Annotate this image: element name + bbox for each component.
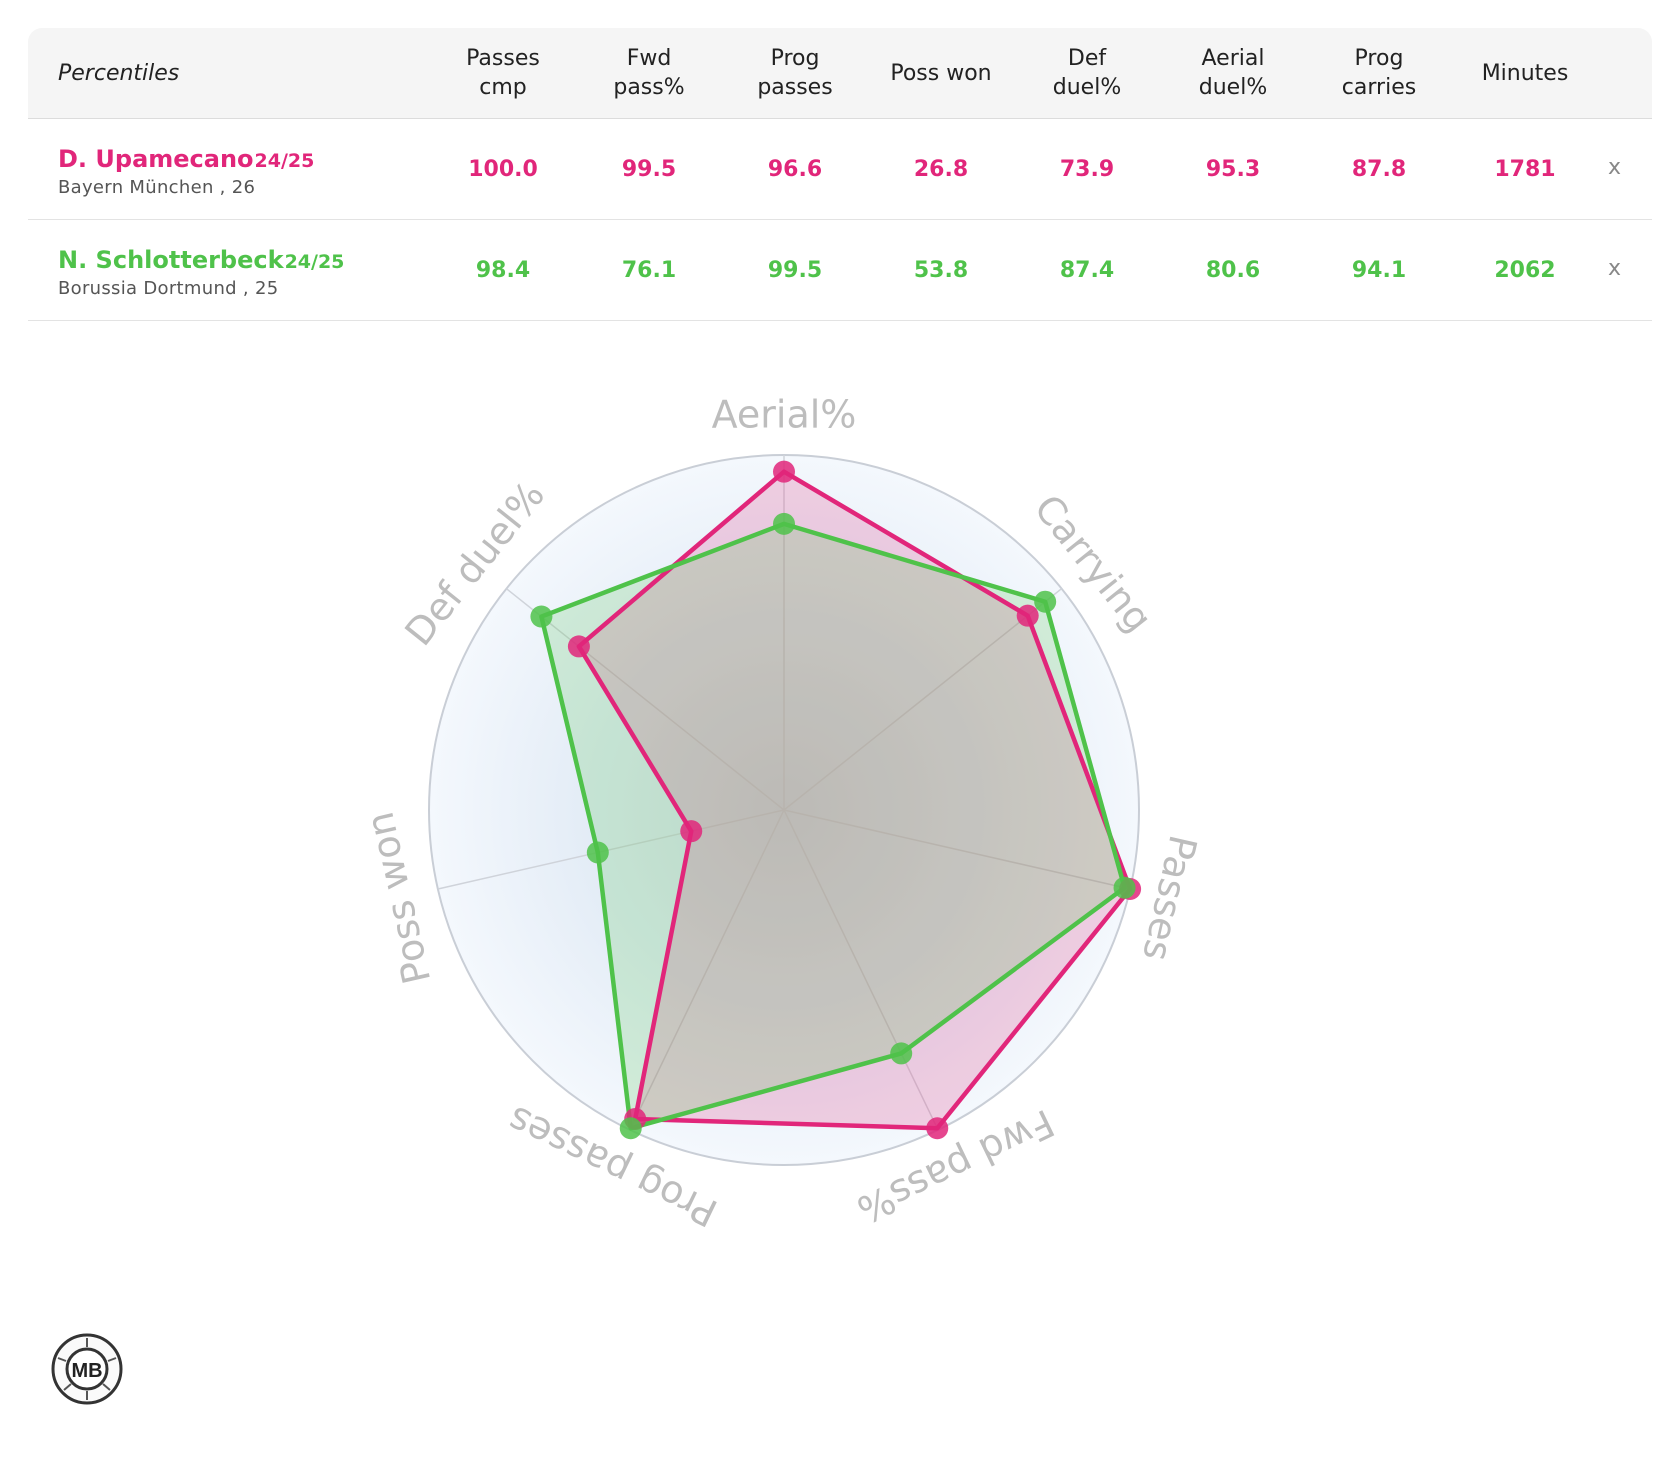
radar-spoke <box>629 809 785 1131</box>
player-club: Borussia Dortmund , 25 <box>58 278 279 299</box>
player-club: Bayern München , 26 <box>58 177 256 198</box>
header-passes-cmp[interactable]: Passes cmp <box>466 46 540 100</box>
value-prog-carries: 94.1 <box>1351 257 1407 283</box>
header-poss-won[interactable]: Poss won <box>890 60 992 86</box>
player-row-schlotterbeck: N. Schlotterbeck24/25 Borussia Dortmund … <box>28 220 1652 321</box>
value-fwd-pass: 99.5 <box>621 156 677 182</box>
value-fwd-pass: 76.1 <box>621 257 677 283</box>
header-percentiles: Percentiles <box>58 60 180 86</box>
radar-point[interactable] <box>926 1117 949 1140</box>
value-aerial-duel: 80.6 <box>1205 257 1261 283</box>
radar-spoke <box>437 809 785 890</box>
value-passes-cmp: 100.0 <box>468 156 538 182</box>
radar-point[interactable] <box>1113 876 1136 899</box>
radar-point[interactable] <box>890 1042 913 1065</box>
radar-point[interactable] <box>619 1117 642 1140</box>
player-season: 24/25 <box>284 251 345 273</box>
header-fwd-pass[interactable]: Fwd pass% <box>613 46 685 100</box>
radar-spokes <box>437 455 1131 1131</box>
radar-spoke <box>783 809 1131 890</box>
header-def-duel[interactable]: Def duel% <box>1052 46 1122 100</box>
radar-series-line <box>576 469 1133 1131</box>
player-season: 24/25 <box>254 150 315 172</box>
header-minutes[interactable]: Minutes <box>1481 60 1569 86</box>
value-aerial-duel: 95.3 <box>1205 156 1261 182</box>
radar-area <box>578 471 1131 1129</box>
radar-spoke <box>783 588 1063 811</box>
value-minutes: 1781 <box>1494 156 1556 182</box>
radar-point[interactable] <box>773 460 795 483</box>
radar-axis-label: Aerial% <box>712 393 857 437</box>
value-prog-passes: 99.5 <box>767 257 823 283</box>
comparison-table: Percentiles Passes cmp Fwd pass% Prog pa… <box>28 28 1652 321</box>
value-minutes: 2062 <box>1494 257 1556 283</box>
remove-player-button[interactable]: x <box>1608 256 1622 281</box>
mb-logo-icon: MB <box>51 1333 123 1405</box>
radar-axis-label: Passes <box>1134 831 1205 965</box>
player-name[interactable]: N. Schlotterbeck24/25 <box>58 246 345 274</box>
radar-point[interactable] <box>773 512 795 535</box>
value-prog-passes: 96.6 <box>767 156 823 182</box>
player-name[interactable]: D. Upamecano24/25 <box>58 145 315 173</box>
value-passes-cmp: 98.4 <box>475 257 531 283</box>
value-prog-carries: 87.8 <box>1351 156 1407 182</box>
svg-text:MB: MB <box>71 1360 102 1382</box>
radar-point[interactable] <box>1016 604 1039 627</box>
radar-area <box>541 523 1125 1129</box>
radar-point[interactable] <box>567 635 590 658</box>
radar-point[interactable] <box>1034 590 1057 613</box>
value-def-duel: 73.9 <box>1059 156 1115 182</box>
radar-axis-label: Poss won <box>358 808 440 988</box>
radar-series-line <box>539 521 1127 1131</box>
remove-player-button[interactable]: x <box>1608 155 1622 180</box>
player-row-upamecano: D. Upamecano24/25 Bayern München , 26 10… <box>28 119 1652 220</box>
value-def-duel: 87.4 <box>1059 257 1115 283</box>
table-header: Percentiles Passes cmp Fwd pass% Prog pa… <box>28 28 1652 119</box>
radar-spoke <box>783 809 939 1131</box>
value-poss-won: 26.8 <box>913 156 969 182</box>
header-prog-passes[interactable]: Prog passes <box>757 46 833 100</box>
value-poss-won: 53.8 <box>913 257 969 283</box>
radar-spoke <box>505 588 785 811</box>
header-aerial-duel[interactable]: Aerial duel% <box>1198 46 1268 100</box>
radar-point[interactable] <box>680 820 703 843</box>
header-prog-carries[interactable]: Prog carries <box>1341 46 1417 100</box>
radar-point[interactable] <box>530 605 553 628</box>
radar-series <box>530 460 1142 1140</box>
radar-point[interactable] <box>586 841 609 864</box>
